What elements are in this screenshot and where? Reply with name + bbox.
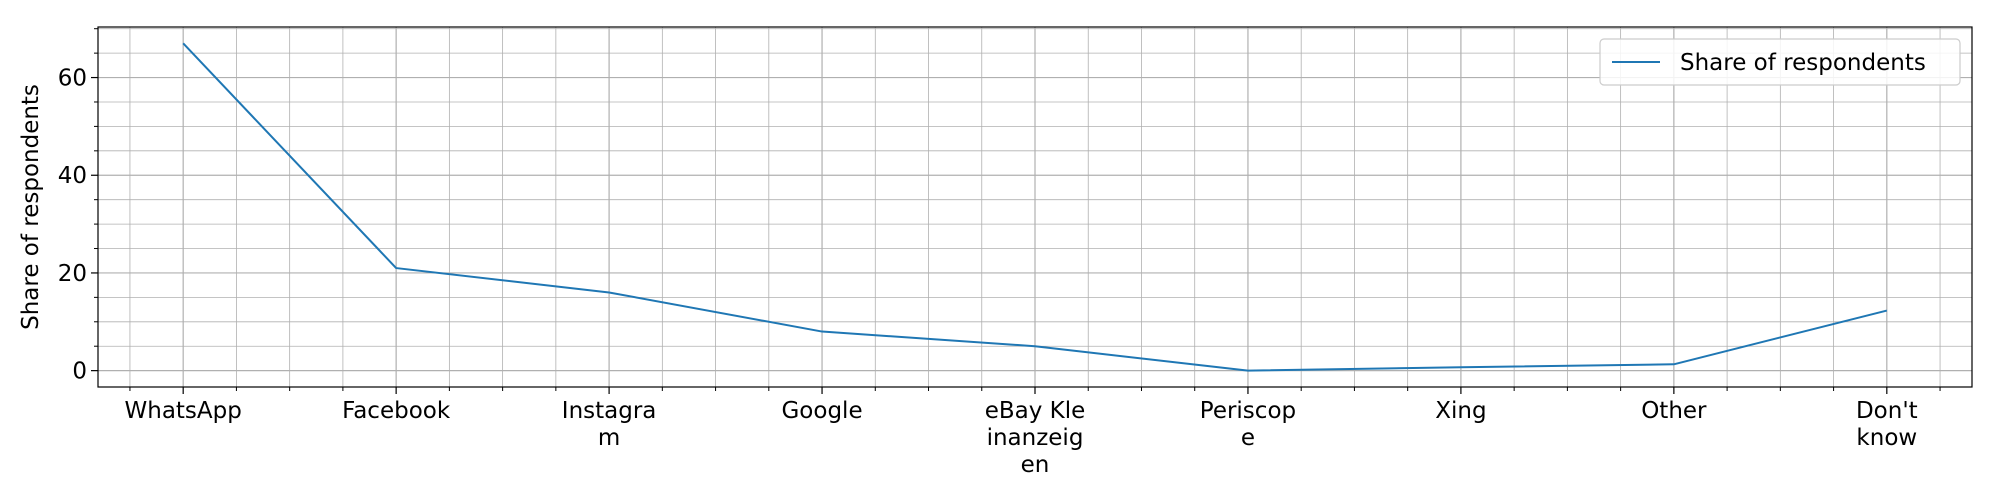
x-axis-ticks: WhatsApp Facebook Instagra m Google eBay Kle i… (125, 387, 1941, 478)
x-tick-label: Google (781, 398, 862, 424)
y-axis-ticks: 0 20 40 60 (58, 28, 98, 385)
x-tick-label: Xing (1435, 398, 1486, 424)
legend[interactable]: Share of respondents (1599, 38, 1961, 86)
x-tick-label: Other (1641, 398, 1707, 424)
y-tick-label: 0 (72, 359, 87, 385)
y-tick-label: 40 (58, 163, 87, 189)
x-tick-label: WhatsApp (125, 398, 242, 424)
legend-series-label: Share of respondents (1680, 50, 1926, 76)
series-line (182, 42, 1888, 372)
y-tick-label: 20 (58, 261, 87, 287)
x-tick-label: Periscop e (1200, 398, 1296, 451)
x-tick-label: eBay Kle inanzeig en (985, 398, 1086, 478)
x-tick-label: Don't know (1856, 398, 1918, 451)
legend-box (1599, 38, 1961, 86)
x-tick-label: Facebook (342, 398, 451, 424)
y-axis-label: Share of respondents (18, 84, 44, 330)
x-tick-label: Instagra m (562, 398, 657, 451)
series-layer (182, 42, 1888, 372)
y-tick-label: 60 (58, 66, 87, 92)
